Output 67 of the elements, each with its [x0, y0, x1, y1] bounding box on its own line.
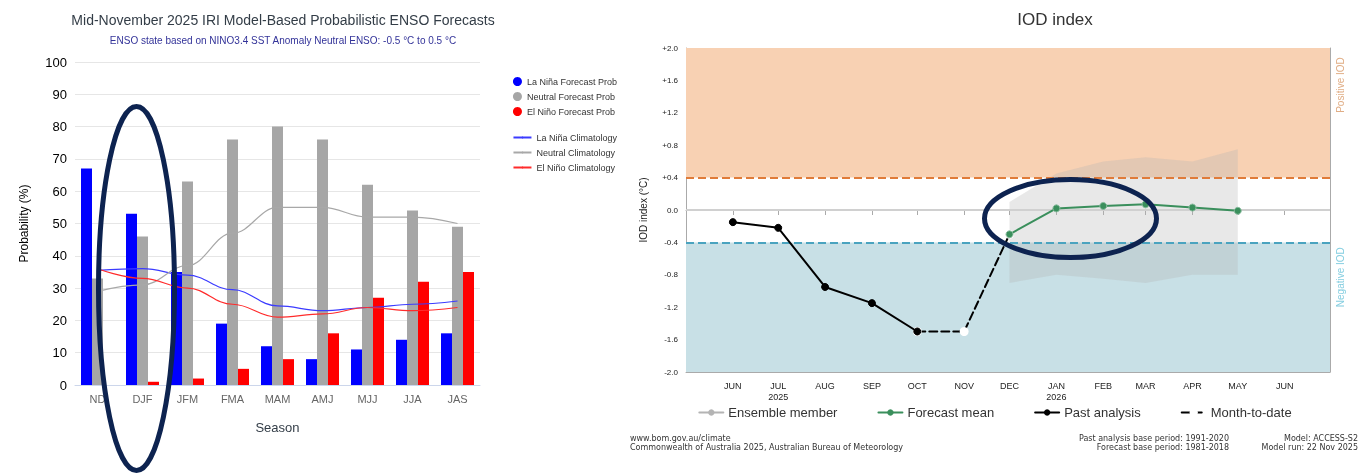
y-tick-label: 0 [59, 377, 67, 393]
legend-label: Neutral Forecast Prob [526, 91, 615, 102]
y-tick-label: 50 [52, 216, 67, 231]
y-axis-title: Probability (%) [17, 184, 31, 263]
x-tick-label: AUG [815, 380, 835, 391]
x-tick-label: OCT [907, 380, 928, 391]
legend-label: Month-to-date [1210, 405, 1292, 420]
x-tick-label: NOV [954, 380, 974, 391]
x-tick-label: DJF [132, 392, 153, 405]
legend-label: Neutral Climatology [536, 147, 616, 158]
y-tick-label: +0.8 [662, 140, 679, 150]
y-tick-label: -0.8 [664, 270, 679, 280]
x-tick-label: JFM [176, 392, 199, 405]
text: Past analysis base period: 1991-2020 [1078, 433, 1229, 443]
legend-label: Past analysis [1064, 405, 1142, 420]
x-tick-label: DEC [1000, 380, 1020, 391]
text: Model run: 22 Nov 2025 [1261, 442, 1358, 452]
x-tick-label: JUN [724, 380, 742, 391]
y-tick-label: -1.6 [664, 335, 679, 345]
x-axis-title: Season [255, 420, 300, 435]
legend-label: Forecast mean [907, 405, 995, 420]
y-axis-title: IOD index (°C) [637, 177, 649, 243]
chart-title: IOD index [1017, 10, 1094, 29]
legend-label: La Niña Forecast Prob [526, 76, 617, 87]
y-tick-label: +0.4 [662, 173, 679, 183]
y-tick-label: 70 [52, 151, 67, 167]
y-tick-label: 100 [45, 54, 67, 70]
x-tick-label: MAY [1228, 380, 1248, 391]
legend-label: El Niño Climatology [536, 162, 616, 173]
x-tick-label: FEB [1094, 380, 1112, 391]
x-tick-label: APR [1183, 380, 1203, 391]
y-tick-label: 0.0 [666, 205, 679, 215]
y-tick-label: +1.6 [662, 75, 679, 85]
x-tick-label: JUN [1275, 380, 1294, 391]
x-tick-label: MAR [1135, 380, 1157, 391]
y-tick-label: 60 [52, 183, 67, 199]
band-label: Negative IOD [1334, 247, 1346, 308]
text: Forecast base period: 1981-2018 [1096, 442, 1230, 452]
y-tick-label: -2.0 [664, 367, 679, 377]
text: www.bom.gov.au/climate [630, 433, 731, 443]
x-tick-label: SEP [862, 380, 881, 391]
x-tick-label: FMA [220, 392, 245, 405]
band-label: Positive IOD [1334, 57, 1346, 113]
y-tick-label: +1.2 [662, 108, 679, 118]
text: Commonwealth of Australia 2025, Australian Bureau of Meteorology [630, 442, 904, 452]
text: Model: ACCESS-S2 [1283, 433, 1358, 443]
y-tick-label: +2.0 [662, 43, 679, 53]
y-tick-label: 10 [52, 345, 67, 361]
x-tick-label: JUL 2025 [768, 380, 789, 402]
chart-title: Mid-November 2025 IRI Model-Based Probabilistic ENSO Forecasts [71, 12, 495, 28]
legend-label: La Niña Climatology [536, 132, 618, 143]
y-tick-label: 80 [52, 119, 67, 135]
y-tick-label: 20 [52, 312, 67, 328]
legend-label: El Niño Forecast Prob [526, 106, 615, 117]
y-tick-label: 90 [52, 86, 67, 102]
x-tick-label: MJJ [357, 392, 378, 405]
legend-label: Ensemble member [728, 405, 839, 420]
x-tick-label: AMJ [311, 392, 334, 405]
x-tick-label: MAM [264, 392, 291, 405]
y-tick-label: 30 [52, 280, 67, 296]
x-tick-label: JJA [403, 392, 423, 405]
x-tick-label: JAS [447, 392, 468, 405]
y-tick-label: -1.2 [664, 302, 679, 312]
x-tick-label: JAN 2026 [1046, 380, 1067, 402]
y-tick-label: 40 [52, 248, 67, 264]
y-tick-label: -0.4 [664, 237, 679, 247]
chart-subtitle: ENSO state based on NINO3.4 SST Anomaly Neutral ENSO: -0.5 °C to 0.5 °C [109, 34, 457, 46]
